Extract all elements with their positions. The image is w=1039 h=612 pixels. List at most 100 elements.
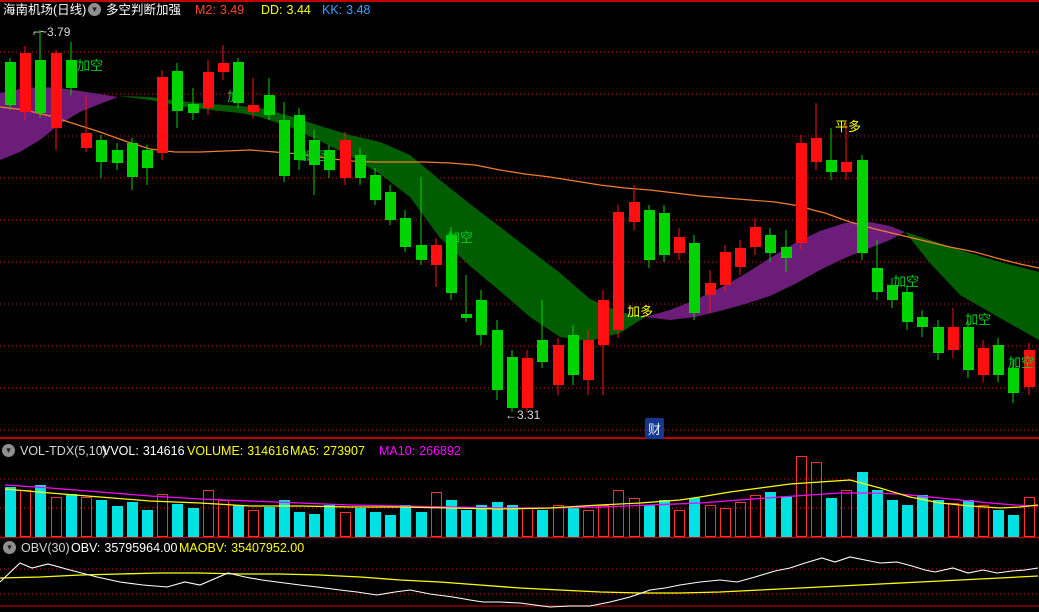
- candle[interactable]: [416, 245, 427, 260]
- volume-bar[interactable]: [553, 505, 564, 537]
- candle[interactable]: [461, 314, 472, 318]
- candle[interactable]: [857, 160, 868, 253]
- candle[interactable]: [644, 210, 655, 260]
- volume-bar[interactable]: [993, 510, 1004, 537]
- candle[interactable]: [20, 53, 31, 112]
- candle[interactable]: [978, 348, 989, 375]
- candle[interactable]: [917, 317, 928, 327]
- volume-bar[interactable]: [20, 490, 31, 537]
- candle[interactable]: [963, 327, 974, 370]
- volume-bar[interactable]: [598, 505, 609, 537]
- candle[interactable]: [340, 140, 351, 178]
- candle[interactable]: [264, 95, 275, 115]
- volume-bar[interactable]: [157, 494, 168, 537]
- candle[interactable]: [385, 192, 396, 220]
- volume-bar[interactable]: [629, 498, 640, 537]
- candle[interactable]: [659, 213, 670, 255]
- volume-bar[interactable]: [735, 502, 746, 537]
- candle[interactable]: [568, 335, 579, 375]
- volume-bar[interactable]: [507, 505, 518, 537]
- volume-bar[interactable]: [172, 504, 183, 537]
- volume-bar[interactable]: [233, 505, 244, 537]
- candle[interactable]: [765, 235, 776, 253]
- volume-bar[interactable]: [963, 500, 974, 537]
- candle[interactable]: [553, 345, 564, 385]
- volume-bar[interactable]: [81, 497, 92, 537]
- volume-bar[interactable]: [917, 495, 928, 537]
- volume-bar[interactable]: [583, 510, 594, 537]
- volume-bar[interactable]: [674, 510, 685, 537]
- candle[interactable]: [112, 150, 123, 163]
- candle[interactable]: [446, 235, 457, 293]
- volume-bar[interactable]: [385, 515, 396, 537]
- volume-bar[interactable]: [537, 510, 548, 537]
- volume-bar[interactable]: [522, 508, 533, 537]
- volume-bar[interactable]: [476, 505, 487, 537]
- candle[interactable]: [598, 300, 609, 345]
- candle[interactable]: [993, 345, 1004, 375]
- volume-bar[interactable]: [188, 508, 199, 537]
- candle[interactable]: [309, 140, 320, 165]
- candle[interactable]: [705, 283, 716, 295]
- volume-bar[interactable]: [887, 500, 898, 537]
- volume-bar[interactable]: [765, 492, 776, 537]
- volume-bar[interactable]: [796, 456, 807, 537]
- volume-bar[interactable]: [142, 510, 153, 537]
- candle[interactable]: [933, 327, 944, 353]
- candle[interactable]: [613, 212, 624, 330]
- candle[interactable]: [887, 285, 898, 300]
- volume-bar[interactable]: [933, 500, 944, 537]
- volume-bar[interactable]: [248, 510, 259, 537]
- volume-bar[interactable]: [613, 490, 624, 537]
- candle[interactable]: [841, 162, 852, 172]
- chevron-down-icon[interactable]: ▾: [3, 541, 16, 554]
- volume-bar[interactable]: [294, 512, 305, 537]
- volume-bar[interactable]: [309, 514, 320, 537]
- candle[interactable]: [522, 358, 533, 408]
- candle[interactable]: [826, 160, 837, 172]
- volume-bar[interactable]: [400, 505, 411, 537]
- volume-bar[interactable]: [35, 485, 46, 537]
- candle[interactable]: [476, 300, 487, 335]
- candle[interactable]: [796, 143, 807, 243]
- candle[interactable]: [507, 357, 518, 408]
- volume-bar[interactable]: [370, 512, 381, 537]
- candle[interactable]: [781, 247, 792, 258]
- volume-bar[interactable]: [66, 494, 77, 537]
- volume-bar[interactable]: [644, 505, 655, 537]
- candle[interactable]: [537, 340, 548, 362]
- candle[interactable]: [294, 115, 305, 160]
- volume-bar[interactable]: [872, 490, 883, 537]
- volume-bar[interactable]: [659, 500, 670, 537]
- volume-bar[interactable]: [355, 508, 366, 537]
- candle[interactable]: [172, 71, 183, 111]
- candle[interactable]: [674, 237, 685, 253]
- candle[interactable]: [811, 138, 822, 162]
- volume-bar[interactable]: [689, 498, 700, 537]
- volume-bar[interactable]: [51, 497, 62, 537]
- candle[interactable]: [157, 77, 168, 153]
- candle[interactable]: [750, 227, 761, 247]
- candle[interactable]: [218, 63, 229, 72]
- candle[interactable]: [142, 150, 153, 168]
- candle[interactable]: [96, 140, 107, 162]
- candle[interactable]: [324, 150, 335, 170]
- volume-bar[interactable]: [5, 487, 16, 537]
- candle[interactable]: [35, 60, 46, 113]
- candle[interactable]: [127, 143, 138, 177]
- volume-bar[interactable]: [857, 472, 868, 537]
- volume-bar[interactable]: [811, 462, 822, 537]
- volume-bar[interactable]: [431, 492, 442, 537]
- candle[interactable]: [5, 62, 16, 105]
- volume-bar[interactable]: [841, 490, 852, 537]
- volume-bar[interactable]: [218, 500, 229, 537]
- candle[interactable]: [66, 60, 77, 88]
- candle[interactable]: [233, 62, 244, 103]
- volume-bar[interactable]: [1008, 515, 1019, 537]
- candle[interactable]: [51, 53, 62, 128]
- candle[interactable]: [279, 120, 290, 176]
- volume-bar[interactable]: [264, 507, 275, 537]
- candle[interactable]: [948, 327, 959, 350]
- chevron-down-icon[interactable]: ▾: [88, 3, 101, 16]
